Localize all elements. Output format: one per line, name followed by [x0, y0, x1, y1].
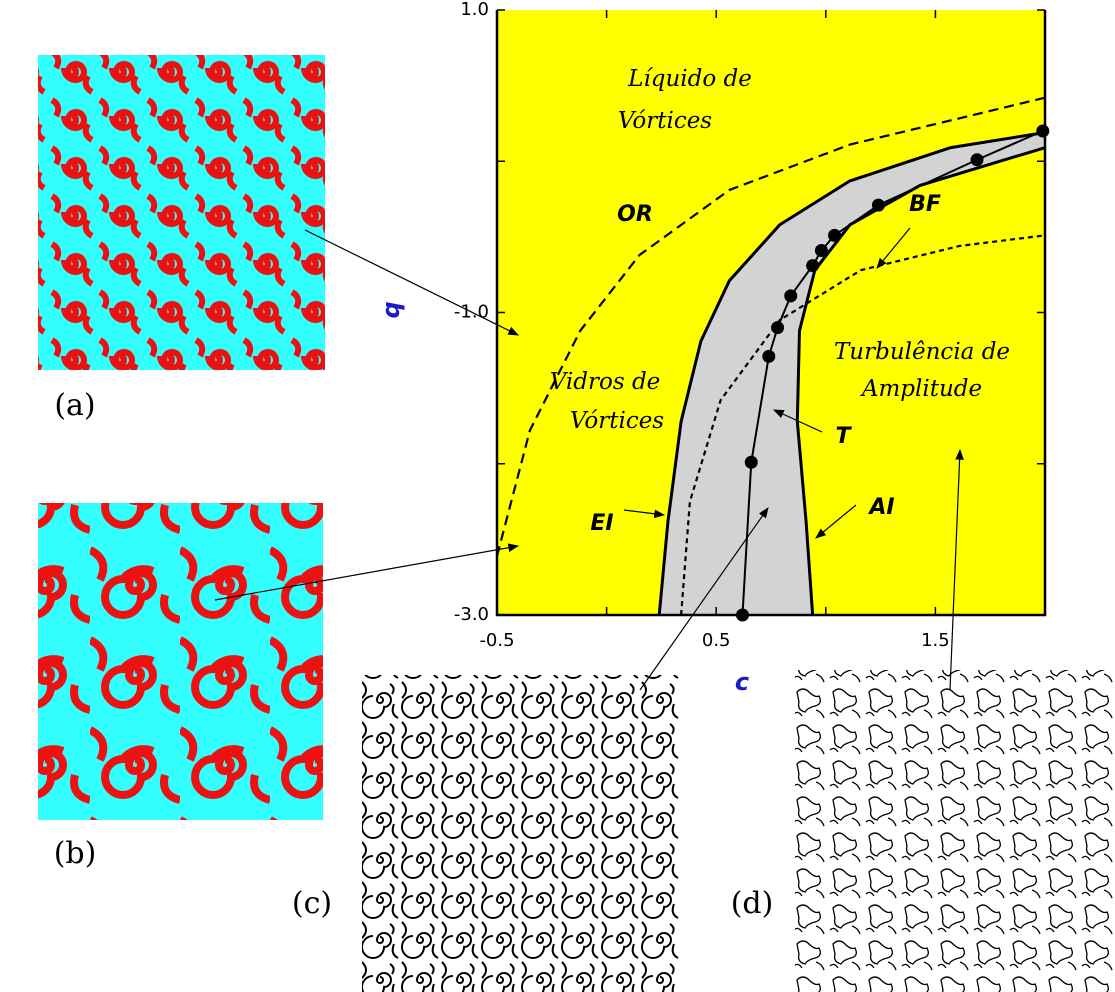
curve-tag: BF: [909, 192, 941, 217]
x-tick-label: 1.5: [921, 630, 950, 651]
curve-tag: EI: [590, 511, 613, 536]
region-label: Turbulência de: [834, 339, 1010, 365]
region-label: Vórtices: [570, 408, 664, 434]
region-label: Líquido de: [627, 66, 752, 92]
panel-label: (b): [54, 836, 97, 871]
panel-label: (a): [54, 388, 95, 423]
point: [762, 350, 775, 363]
x-axis-label: c: [735, 668, 749, 696]
image-a: [38, 55, 325, 370]
region-label: Amplitude: [860, 376, 982, 402]
panel-label: (c): [292, 886, 332, 921]
image-c: [362, 675, 680, 992]
point: [815, 244, 828, 257]
figure: -0.50.51.5-3.0-1.01.0 b c Líquido deVórt…: [0, 0, 1115, 992]
x-tick-label: -0.5: [479, 630, 514, 651]
point: [784, 289, 797, 302]
y-tick-label: -3.0: [454, 604, 489, 625]
plot: -0.50.51.5-3.0-1.01.0: [454, 0, 1049, 651]
panel-label: (d): [731, 886, 774, 921]
point: [872, 199, 885, 212]
region-label: Vidros de: [550, 369, 661, 395]
point: [806, 259, 819, 272]
y-tick-label: 1.0: [460, 0, 489, 20]
point: [771, 321, 784, 334]
point: [1036, 125, 1049, 138]
point: [828, 229, 841, 242]
curve-tag: AI: [867, 495, 894, 520]
image-b: [38, 503, 323, 820]
curve-tag: T: [835, 424, 852, 449]
arrow: [305, 230, 518, 335]
point: [971, 153, 984, 166]
image-d: [795, 670, 1115, 992]
region-label: Vórtices: [618, 108, 712, 134]
curve-tag: OR: [617, 202, 653, 227]
point: [745, 456, 758, 469]
x-tick-label: 0.5: [702, 630, 731, 651]
y-axis-label: b: [380, 301, 408, 318]
